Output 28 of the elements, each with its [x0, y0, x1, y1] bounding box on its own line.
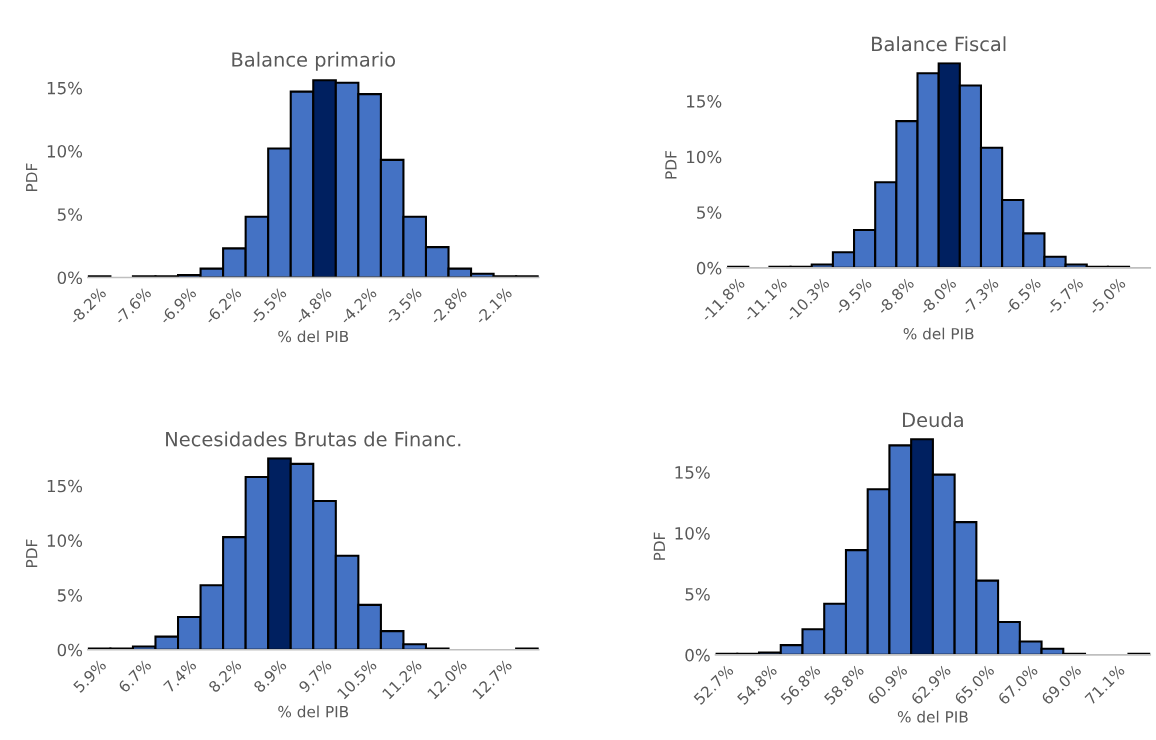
- y-axis-title: PDF: [26, 539, 38, 567]
- y-tick-label: 0%: [57, 643, 83, 657]
- chart-title: Deuda: [903, 412, 963, 428]
- y-tick-label: 5%: [57, 589, 83, 602]
- y-tick-label: 5%: [57, 208, 83, 221]
- x-axis-title: % del PIB: [278, 705, 349, 718]
- y-axis-title: PDF: [653, 532, 665, 560]
- chart-title: Necesidades Brutas de Financ.: [166, 431, 461, 447]
- y-tick-label: 10%: [675, 527, 710, 540]
- x-axis-title: % del PIB: [278, 330, 349, 343]
- y-tick-label: 15%: [687, 95, 722, 108]
- y-tick-label: 15%: [47, 479, 83, 493]
- y-tick-label: 15%: [47, 81, 83, 95]
- y-tick-label: 5%: [685, 587, 710, 601]
- y-tick-label: 0%: [685, 648, 710, 662]
- y-tick-label: 10%: [47, 145, 83, 158]
- y-tick-label: 0%: [696, 261, 722, 275]
- chart-title: Balance primario: [232, 51, 396, 71]
- x-axis-title: % del PIB: [903, 327, 974, 340]
- y-tick-label: 0%: [57, 271, 83, 285]
- y-axis-title: PDF: [665, 151, 677, 179]
- x-axis-title: % del PIB: [897, 710, 968, 723]
- chart-title: Balance Fiscal: [872, 36, 1006, 52]
- y-tick-label: 10%: [687, 150, 722, 164]
- y-tick-label: 5%: [697, 206, 722, 219]
- y-axis-title: PDF: [26, 163, 38, 191]
- y-tick-label: 10%: [47, 534, 83, 547]
- y-tick-label: 15%: [675, 466, 710, 479]
